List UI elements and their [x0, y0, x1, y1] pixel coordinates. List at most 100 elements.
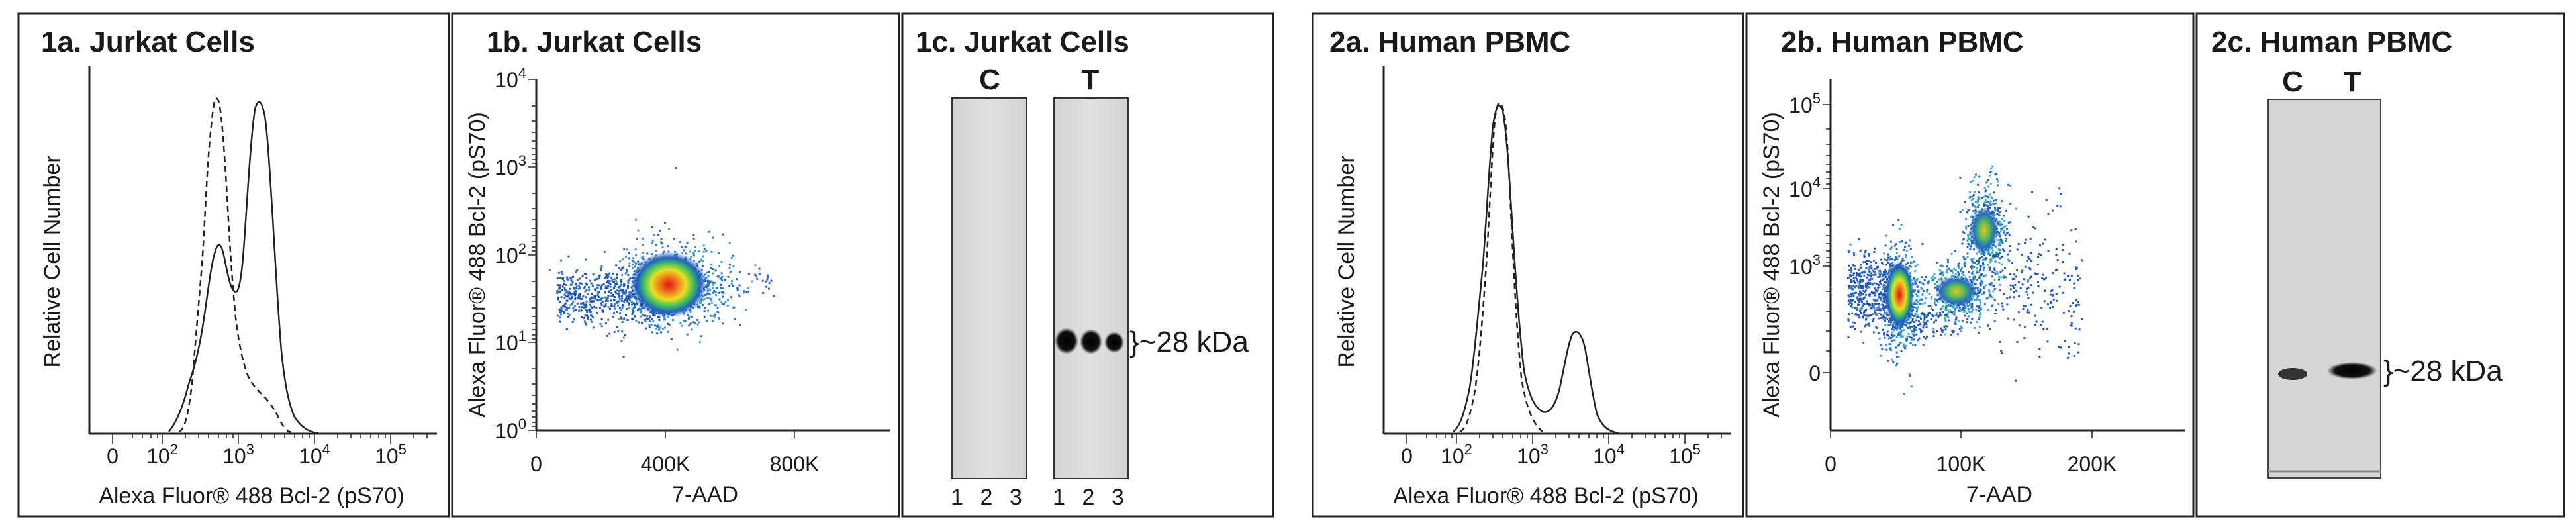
chart-2b-point: [1882, 294, 1885, 297]
chart-2b-point: [1970, 244, 1972, 246]
chart-1b-point: [610, 292, 613, 295]
chart-2b-point: [1970, 321, 1972, 324]
chart-2b-point: [1872, 274, 1875, 277]
chart-2b-point: [1979, 257, 1981, 260]
chart-2b-point: [1969, 304, 1972, 307]
chart-1b-point: [688, 316, 691, 319]
chart-2b-point: [1856, 278, 1858, 281]
chart-2b-point: [1862, 297, 1865, 299]
chart-2b-point: [1981, 273, 1983, 275]
chart-2b: 105 104 103 0 0 100K 200K 7-AAD Alexa Fl…: [1759, 79, 2185, 507]
chart-2b-point: [2022, 307, 2025, 310]
chart-2b-point: [1967, 305, 1970, 307]
chart-1b-point: [557, 298, 559, 301]
chart-2b-point: [1931, 277, 1933, 279]
chart-1b-point: [720, 301, 723, 303]
chart-2b-ylabel: Alexa Fluor® 488 Bcl-2 (pS70): [1759, 112, 1784, 418]
chart-2b-point: [2062, 261, 2064, 263]
chart-1b-point: [649, 315, 651, 318]
chart-2b-point: [1892, 326, 1894, 328]
chart-2b-point: [1995, 199, 1997, 201]
chart-1b-point: [611, 279, 614, 281]
chart-2b-point: [1860, 307, 1863, 310]
chart-2b-point: [1938, 278, 1940, 281]
chart-2b-point: [1898, 331, 1901, 334]
chart-2b-point: [1991, 197, 1993, 199]
chart-1b-y-tick-4: 104: [495, 65, 526, 92]
chart-2b-point: [1950, 311, 1952, 314]
chart-2b-point: [1934, 304, 1937, 306]
chart-2b-point: [1966, 211, 1968, 214]
chart-2b-point: [1933, 278, 1936, 281]
chart-1b-point: [559, 316, 561, 319]
chart-2b-point: [1993, 256, 1995, 259]
chart-1b-point: [635, 218, 637, 221]
chart-2b-point: [1869, 307, 1872, 310]
chart-1b-point: [736, 289, 739, 291]
chart-2b-point: [1983, 286, 1986, 288]
chart-1b-point: [570, 279, 573, 282]
chart-1b-point: [616, 293, 619, 296]
chart-1b-point: [730, 296, 732, 299]
chart-2b-point: [2051, 209, 2054, 212]
chart-1b-point: [566, 307, 568, 309]
chart-2b-point: [1961, 209, 1964, 211]
chart-1b-point: [596, 284, 599, 287]
chart-2b-point: [1851, 306, 1854, 309]
chart-2b-point: [2027, 280, 2029, 283]
chart-2b-point: [1899, 334, 1902, 336]
chart-2b-point: [1868, 260, 1870, 262]
chart-1b-point: [639, 309, 642, 311]
chart-2b-point: [2003, 230, 2006, 232]
panel-1c-title: 1c. Jurkat Cells: [916, 26, 1129, 58]
chart-1b-point: [628, 304, 630, 306]
chart-2b-point: [1908, 373, 1911, 375]
chart-2b-point: [1957, 320, 1960, 322]
chart-2b-x-tick-0: 0: [1825, 452, 1837, 476]
chart-2b-point: [1860, 278, 1862, 281]
chart-2b-point: [1880, 297, 1883, 300]
chart-2b-point: [1954, 318, 1957, 321]
chart-1b-point: [713, 289, 716, 292]
chart-2b-point: [2070, 322, 2073, 324]
chart-1b-point: [563, 304, 565, 307]
chart-2b-point: [1891, 328, 1893, 331]
chart-1b-point: [586, 311, 589, 313]
chart-2b-point: [1851, 312, 1854, 314]
chart-2b-point: [1991, 202, 1994, 205]
chart-2b-point: [1916, 303, 1919, 305]
chart-1b-point: [583, 320, 586, 323]
chart-2b-point: [1971, 267, 1974, 270]
chart-2b-point: [2067, 275, 2070, 277]
chart-1b-point: [640, 311, 642, 314]
chart-2b-point: [1885, 273, 1887, 276]
chart-1b-point: [619, 285, 622, 288]
chart-2b-point: [1954, 321, 1956, 324]
chart-1b-point: [624, 299, 626, 301]
chart-2b-point: [1911, 330, 1913, 333]
chart-2b-point: [2013, 287, 2015, 289]
chart-1b-point: [598, 299, 600, 301]
chart-1b-point: [756, 277, 759, 280]
chart-2b-point: [1890, 337, 1893, 339]
chart-1b-point: [621, 307, 624, 309]
chart-2b-point: [1991, 254, 1994, 257]
chart-2b-point: [1911, 320, 1914, 323]
chart-2b-point: [1997, 239, 2000, 241]
chart-2b-point: [2037, 256, 2040, 258]
chart-2b-point: [2000, 263, 2003, 265]
chart-2b-point: [1972, 197, 1975, 200]
chart-1b-point: [598, 277, 600, 279]
chart-1b-point: [631, 307, 634, 310]
chart-2b-point: [1970, 199, 1973, 202]
chart-2b-point: [1863, 254, 1866, 257]
chart-1b-point: [636, 309, 639, 312]
chart-2b-point: [2046, 303, 2049, 306]
chart-1b-point: [698, 304, 701, 307]
chart-2b-point: [1966, 252, 1969, 255]
chart-2b-point: [2003, 226, 2005, 228]
chart-2b-point: [2026, 311, 2028, 314]
chart-1b-point: [604, 285, 607, 288]
chart-2b-point: [1898, 228, 1901, 230]
chart-2b-point: [1967, 234, 1969, 236]
